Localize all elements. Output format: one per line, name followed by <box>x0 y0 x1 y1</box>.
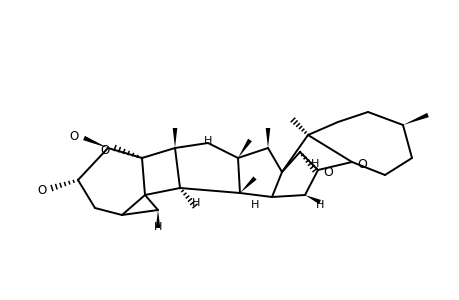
Polygon shape <box>83 136 108 148</box>
Text: H: H <box>191 198 200 208</box>
Polygon shape <box>240 176 256 193</box>
Polygon shape <box>402 113 428 125</box>
Text: O: O <box>322 166 332 178</box>
Text: O: O <box>69 130 78 142</box>
Text: H: H <box>310 159 319 169</box>
Polygon shape <box>304 195 320 204</box>
Polygon shape <box>265 128 270 148</box>
Text: O: O <box>37 184 46 196</box>
Text: O: O <box>356 158 366 170</box>
Polygon shape <box>155 210 160 228</box>
Text: O: O <box>100 143 109 157</box>
Text: H: H <box>315 200 324 210</box>
Text: H: H <box>153 222 162 232</box>
Text: H: H <box>203 136 212 146</box>
Text: H: H <box>250 200 258 210</box>
Polygon shape <box>237 139 252 158</box>
Polygon shape <box>172 128 177 148</box>
